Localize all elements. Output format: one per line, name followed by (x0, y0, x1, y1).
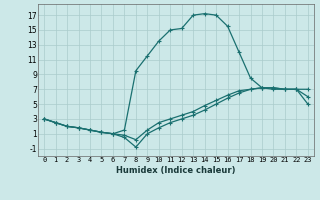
X-axis label: Humidex (Indice chaleur): Humidex (Indice chaleur) (116, 166, 236, 175)
